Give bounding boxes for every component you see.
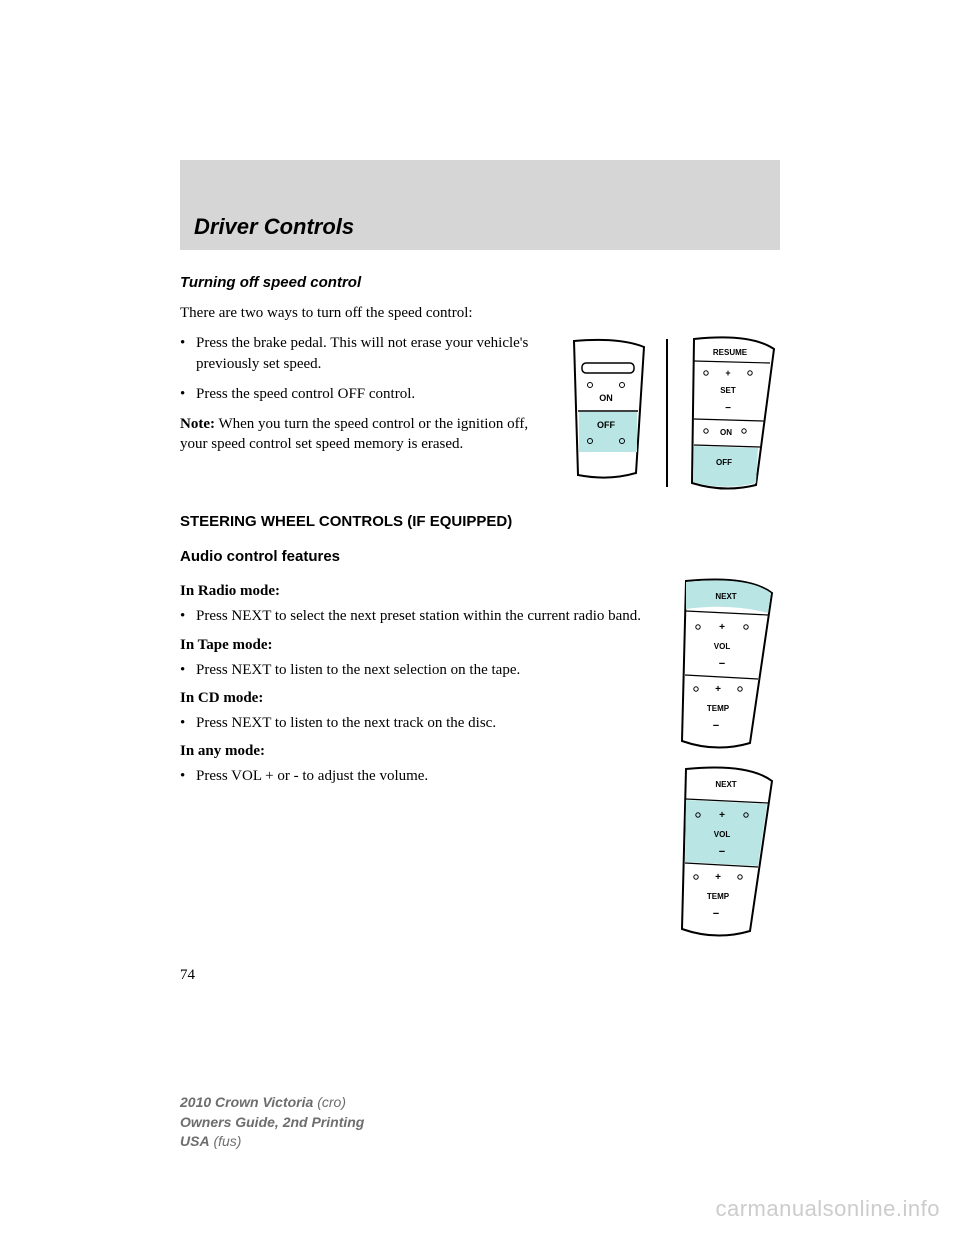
svg-text:+: +	[719, 810, 725, 821]
svg-text:OFF: OFF	[716, 458, 732, 467]
watermark-text: carmanualsonline.info	[715, 1196, 940, 1222]
footer-region: USA	[180, 1133, 210, 1149]
svg-text:VOL: VOL	[714, 830, 731, 839]
svg-text:+: +	[715, 872, 721, 883]
svg-text:NEXT: NEXT	[715, 780, 736, 789]
heading-steering-wheel: STEERING WHEEL CONTROLS (IF EQUIPPED)	[180, 513, 780, 530]
footer-block: 2010 Crown Victoria (cro) Owners Guide, …	[180, 1093, 364, 1152]
svg-text:+: +	[715, 684, 721, 695]
svg-text:+: +	[725, 368, 730, 378]
mode-tape-label: In Tape mode:	[180, 637, 654, 654]
svg-text:NEXT: NEXT	[715, 592, 736, 601]
note-label: Note:	[180, 416, 215, 432]
page-number: 74	[180, 967, 780, 984]
audio-pod-vol-icon: NEXT + VOL − + TEMP −	[670, 763, 780, 943]
svg-text:−: −	[725, 403, 731, 414]
footer-model: 2010 Crown Victoria	[180, 1094, 313, 1110]
intro-text: There are two ways to turn off the speed…	[180, 303, 780, 323]
bullet-item: Press NEXT to listen to the next selecti…	[180, 660, 654, 680]
svg-text:TEMP: TEMP	[707, 704, 730, 713]
svg-text:VOL: VOL	[714, 642, 731, 651]
subheading-audio-features: Audio control features	[180, 548, 780, 565]
divider-icon	[666, 339, 668, 487]
audio-text-col: In Radio mode: Press NEXT to select the …	[180, 575, 654, 943]
speed-control-text-col: Press the brake pedal. This will not era…	[180, 333, 548, 493]
svg-text:−: −	[719, 658, 725, 670]
svg-text:+: +	[719, 622, 725, 633]
bullet-item: Press NEXT to listen to the next track o…	[180, 713, 654, 733]
svg-text:OFF: OFF	[597, 420, 615, 430]
speed-pod-right-icon: RESUME + SET − ON OFF	[680, 333, 780, 493]
svg-text:ON: ON	[599, 393, 613, 403]
svg-text:−: −	[713, 908, 719, 920]
bullet-item: Press VOL + or - to adjust the volume.	[180, 766, 654, 786]
svg-text:−: −	[719, 846, 725, 858]
bullet-item: Press NEXT to select the next preset sta…	[180, 606, 654, 626]
bullet-item: Press the speed control OFF control.	[180, 384, 548, 404]
svg-text:SET: SET	[720, 386, 736, 395]
svg-text:TEMP: TEMP	[707, 892, 730, 901]
section-header: Driver Controls	[180, 160, 780, 250]
footer-region-code: (fus)	[213, 1133, 241, 1149]
section-header-title: Driver Controls	[194, 214, 354, 240]
mode-any-label: In any mode:	[180, 743, 654, 760]
footer-code: (cro)	[317, 1094, 346, 1110]
svg-text:ON: ON	[720, 428, 732, 437]
svg-text:−: −	[713, 720, 719, 732]
speed-off-bullets: Press the brake pedal. This will not era…	[180, 333, 548, 404]
speed-pod-left-icon: ON OFF	[564, 333, 654, 483]
mode-cd-label: In CD mode:	[180, 690, 654, 707]
speed-control-figure: ON OFF RESUME + SET − ON	[564, 333, 780, 493]
audio-pod-next-icon: NEXT + VOL − + TEMP −	[670, 575, 780, 755]
mode-radio-label: In Radio mode:	[180, 583, 654, 600]
note-text: Note: When you turn the speed control or…	[180, 414, 548, 455]
subheading-turning-off: Turning off speed control	[180, 274, 780, 291]
footer-guide: Owners Guide, 2nd Printing	[180, 1113, 364, 1133]
svg-text:RESUME: RESUME	[713, 348, 748, 357]
bullet-item: Press the brake pedal. This will not era…	[180, 333, 548, 374]
note-body: When you turn the speed control or the i…	[180, 416, 528, 452]
audio-figures-col: NEXT + VOL − + TEMP − NEXT + VOL − +	[670, 575, 780, 943]
